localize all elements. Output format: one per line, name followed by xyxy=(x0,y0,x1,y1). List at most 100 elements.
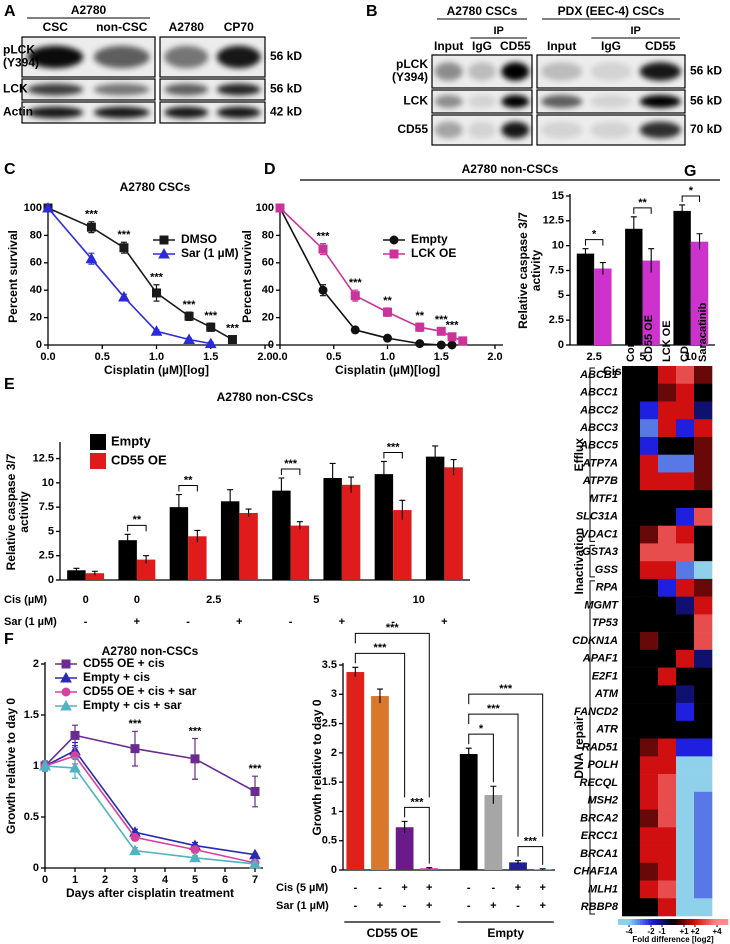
row-label: RECQL xyxy=(580,777,619,789)
heatmap-cell xyxy=(694,596,713,615)
row-label: + xyxy=(539,882,545,894)
heatmap-cell xyxy=(640,632,659,651)
heatmap-cell xyxy=(694,366,713,385)
band xyxy=(27,106,84,119)
colorbar-segment xyxy=(634,919,638,925)
blot-title: PDX (EEC-4) CSCs xyxy=(558,4,665,18)
band xyxy=(27,83,84,96)
y-tick-label: 1 xyxy=(33,760,39,772)
colorbar-segment xyxy=(711,919,715,925)
colorbar-tick-label: -1 xyxy=(658,927,666,936)
row-label: - xyxy=(516,900,520,912)
error-bar xyxy=(401,820,408,834)
colorbar-segment xyxy=(640,919,644,925)
heatmap-cell xyxy=(640,454,659,473)
lane-label: IgG xyxy=(601,39,621,53)
band xyxy=(468,121,496,139)
x-tick-label: 7 xyxy=(252,874,258,886)
heatmap-cell xyxy=(676,472,695,491)
heatmap-cell xyxy=(640,791,659,810)
heatmap-cell xyxy=(640,880,659,899)
heatmap-cell xyxy=(658,845,677,864)
size-label: 56 kD xyxy=(270,82,302,96)
row-name: Cis (µM) xyxy=(4,594,47,606)
heatmap-cell xyxy=(658,880,677,899)
heatmap-cell xyxy=(622,578,641,597)
row-label: MTF1 xyxy=(589,493,618,505)
band xyxy=(164,83,209,96)
x-tick-label: 1.0 xyxy=(380,351,395,363)
heatmap-cell xyxy=(640,383,659,402)
legend-swatch xyxy=(90,434,106,450)
x-tick-label: 3 xyxy=(132,874,138,886)
colorbar-segment xyxy=(667,919,671,925)
significance: *** xyxy=(387,441,401,453)
group-bracket xyxy=(589,580,595,915)
group-label: Empty xyxy=(487,926,524,940)
marker xyxy=(150,325,163,336)
y-tick-label: 60 xyxy=(30,257,42,269)
heatmap-cell xyxy=(694,454,713,473)
series-line xyxy=(279,207,452,346)
bar xyxy=(169,507,189,580)
error-bar xyxy=(245,508,252,517)
y-tick-label: 40 xyxy=(30,284,42,296)
error-bar xyxy=(399,499,406,520)
y-tick-label: 0 xyxy=(33,862,39,874)
significance: * xyxy=(592,229,597,241)
marker xyxy=(70,730,80,740)
column-label: LCK OE xyxy=(661,320,673,362)
heatmap-cell xyxy=(694,383,713,402)
marker xyxy=(152,288,161,298)
marker xyxy=(130,744,140,754)
heatmap-cell xyxy=(622,827,641,846)
heatmap-cell xyxy=(694,898,713,917)
y-tick-label: 60 xyxy=(262,257,274,269)
bar xyxy=(393,510,412,580)
heatmap-cell xyxy=(658,490,677,509)
error-bar xyxy=(630,216,637,241)
colorbar-segment xyxy=(629,919,633,925)
x-axis-label: Cisplatin (µM)[log] xyxy=(104,363,209,377)
colorbar-segment xyxy=(662,919,666,925)
heatmap-cell xyxy=(658,419,677,438)
significance: *** xyxy=(204,310,218,322)
heatmap-cell xyxy=(658,401,677,420)
heatmap-cell xyxy=(676,809,695,828)
row-label: CD55 xyxy=(397,122,428,136)
error-bar xyxy=(278,477,285,504)
row-label: LCK xyxy=(3,82,28,96)
significance: *** xyxy=(524,836,538,848)
y-tick-label: 10 xyxy=(552,240,564,252)
row-label: ABCB1 xyxy=(579,369,618,381)
row-label: ABCC5 xyxy=(579,440,619,452)
group-label: Efflux xyxy=(572,438,586,472)
legend-label: CD55 OE xyxy=(111,452,167,467)
colorbar-segment xyxy=(684,919,688,925)
heatmap-cell xyxy=(622,454,641,473)
panel-letter: A xyxy=(4,3,16,20)
heatmap-cell xyxy=(622,472,641,491)
heatmap-cell xyxy=(658,756,677,775)
band xyxy=(639,95,682,108)
error-bar xyxy=(599,262,606,275)
row-label: MGMT xyxy=(584,599,619,611)
band xyxy=(164,106,209,119)
colorbar-segment xyxy=(664,919,668,925)
error-bar xyxy=(539,868,546,870)
x-axis-label: Days after cisplatin treatment xyxy=(66,886,234,900)
marker xyxy=(118,291,130,302)
heatmap-cell xyxy=(658,525,677,544)
heatmap-cell xyxy=(658,862,677,881)
lane-label: CP70 xyxy=(224,20,254,34)
significance-bracket xyxy=(517,846,544,865)
heatmap-cell xyxy=(658,436,677,456)
row-label: TP53 xyxy=(592,617,618,629)
marker xyxy=(190,754,200,764)
heatmap-cell xyxy=(622,685,641,704)
colorbar-segment xyxy=(717,919,721,925)
heatmap-cell xyxy=(676,703,695,722)
heatmap-cell xyxy=(622,720,641,739)
colorbar-segment xyxy=(653,919,657,925)
row-label: CDKN1A xyxy=(572,635,618,647)
